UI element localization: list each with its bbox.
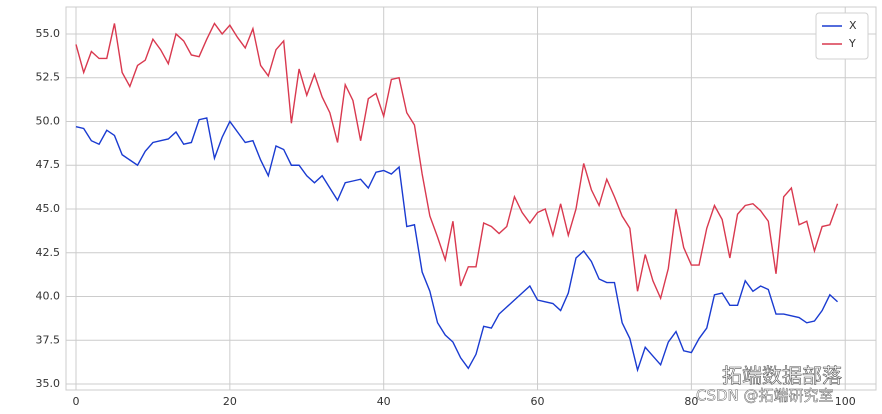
legend-label: X (849, 19, 857, 32)
x-tick-label: 40 (377, 395, 391, 408)
legend-label: Y (848, 37, 856, 50)
series-line (75, 22, 839, 301)
x-tick-label: 60 (531, 395, 545, 408)
y-tick-label: 55.0 (36, 27, 61, 40)
y-tick-label: 37.5 (36, 333, 61, 346)
plot-area (65, 6, 877, 391)
series-line (75, 117, 839, 373)
x-tick-label: 20 (223, 395, 237, 408)
y-tick-label: 40.0 (36, 290, 61, 303)
y-tick-label: 52.5 (36, 71, 61, 84)
y-tick-label: 47.5 (36, 158, 61, 171)
x-tick-label: 80 (684, 395, 698, 408)
x-tick-label: 100 (835, 395, 856, 408)
y-tick-label: 35.0 (36, 377, 61, 390)
x-tick-label: 0 (73, 395, 80, 408)
legend-box (815, 12, 869, 60)
y-tick-label: 45.0 (36, 202, 61, 215)
watermark: 拓端数据部落 (722, 364, 842, 388)
y-tick-label: 42.5 (36, 246, 61, 259)
y-tick-label: 50.0 (36, 114, 61, 127)
watermark: CSDN @拓端研究室 (696, 387, 834, 405)
